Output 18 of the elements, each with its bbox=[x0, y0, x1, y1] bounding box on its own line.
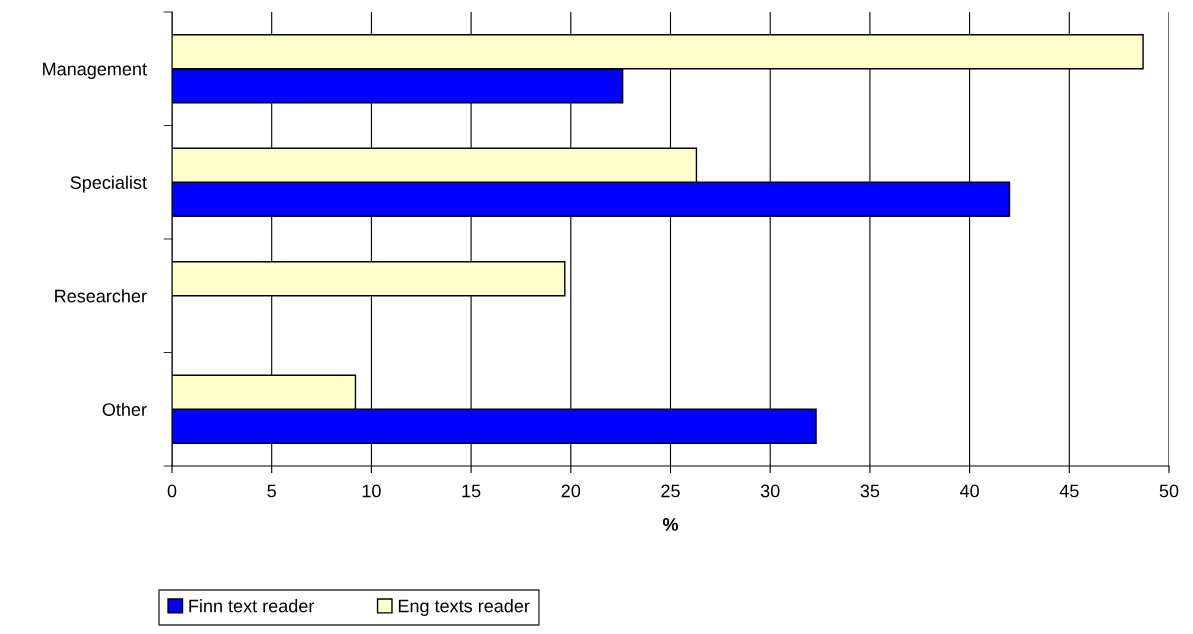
x-tick-label: 50 bbox=[1159, 484, 1179, 498]
legend-label: Eng texts reader bbox=[398, 599, 530, 616]
y-tick-label: Management bbox=[43, 62, 147, 80]
x-axis-title: % bbox=[662, 518, 679, 531]
x-tick-label: 35 bbox=[860, 484, 880, 498]
x-tick-label: 0 bbox=[167, 484, 177, 498]
y-tick-label: Other bbox=[102, 402, 147, 416]
x-tick-label: 40 bbox=[959, 484, 979, 498]
x-tick-label: 10 bbox=[362, 484, 381, 498]
x-tick-label: 15 bbox=[462, 484, 481, 498]
x-tick-label: 30 bbox=[760, 484, 780, 498]
x-tick-label: 5 bbox=[267, 484, 276, 498]
legend-label: Finn text reader bbox=[189, 599, 315, 613]
y-tick-label: Researcher bbox=[55, 289, 147, 303]
x-tick-label: 25 bbox=[661, 484, 680, 498]
y-tick-label: Specialist bbox=[70, 175, 147, 193]
x-tick-label: 20 bbox=[561, 484, 581, 498]
x-tick-label: 45 bbox=[1059, 484, 1079, 498]
